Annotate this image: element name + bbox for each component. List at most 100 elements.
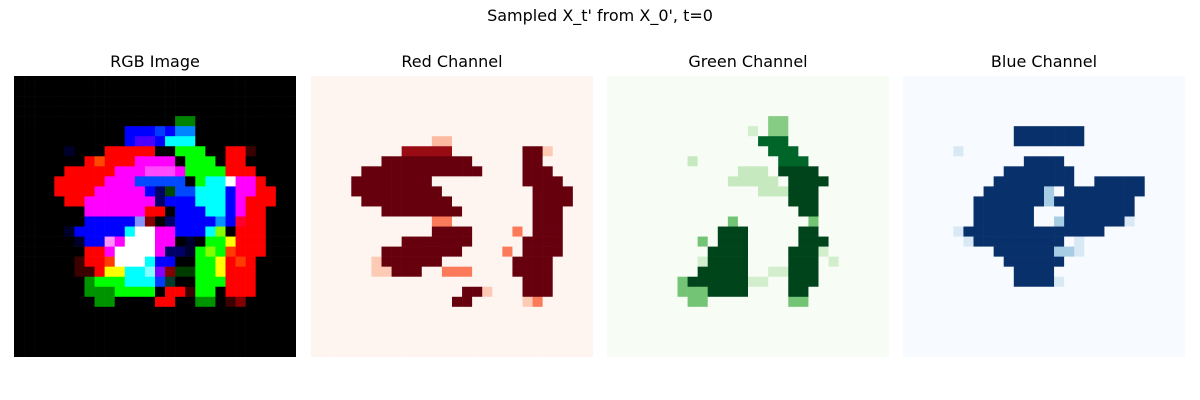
heatmap-cell <box>818 316 829 328</box>
heatmap-cell <box>953 226 964 237</box>
heatmap-cell <box>532 116 543 127</box>
heatmap-cell <box>627 336 638 348</box>
heatmap-cell <box>647 246 658 257</box>
heatmap-cell <box>492 86 503 97</box>
heatmap-cell <box>1154 336 1166 348</box>
heatmap-cell <box>104 176 116 187</box>
heatmap-cell <box>848 96 860 107</box>
heatmap-cell <box>225 226 236 237</box>
heatmap-cell <box>381 176 392 187</box>
heatmap-cell <box>562 126 574 137</box>
heatmap-cell <box>431 176 443 187</box>
heatmap-cell <box>1044 216 1055 227</box>
heatmap-cell <box>1134 136 1146 147</box>
heatmap-cell <box>532 166 543 177</box>
heatmap-cell <box>542 326 554 338</box>
heatmap-cell <box>1003 266 1015 278</box>
heatmap-cell <box>868 266 880 278</box>
heatmap-cell <box>647 96 658 107</box>
heatmap-cell <box>1104 306 1115 318</box>
heatmap-cell <box>175 286 186 298</box>
heatmap-cell <box>768 266 779 278</box>
heatmap-cell <box>411 186 423 197</box>
heatmap-cell <box>707 286 719 298</box>
heatmap-cell <box>462 316 473 328</box>
heatmap-cell <box>1174 286 1185 298</box>
heatmap-cell <box>245 166 257 177</box>
heatmap-cell <box>165 296 176 308</box>
heatmap-cell <box>421 236 433 247</box>
heatmap-cell <box>205 246 216 257</box>
heatmap-cell <box>1104 146 1115 157</box>
heatmap-cell <box>1054 106 1065 117</box>
heatmap-cell <box>1003 306 1015 318</box>
heatmap-cell <box>285 326 296 338</box>
heatmap-cell <box>14 156 25 167</box>
heatmap-cell <box>1144 96 1156 107</box>
heatmap-cell <box>492 226 503 237</box>
heatmap-cell <box>411 216 423 227</box>
heatmap-cell <box>748 336 759 348</box>
heatmap-cell <box>758 276 769 288</box>
heatmap-cell <box>321 296 332 308</box>
heatmap-cell <box>572 296 584 308</box>
heatmap-cell <box>677 276 688 288</box>
heatmap-cell <box>1064 306 1075 318</box>
heatmap-cell <box>124 236 136 247</box>
heatmap-cell <box>903 186 914 197</box>
heatmap-cell <box>1094 266 1105 278</box>
heatmap-cell <box>205 106 216 117</box>
heatmap-cell <box>84 156 95 167</box>
heatmap-cell <box>647 116 658 127</box>
heatmap-cell <box>788 76 799 87</box>
heatmap-cell <box>993 86 1005 97</box>
heatmap-cell <box>617 286 628 298</box>
heatmap-cell <box>532 186 543 197</box>
heatmap-cell <box>215 136 226 147</box>
heatmap-cell <box>737 266 749 278</box>
heatmap-cell <box>868 116 880 127</box>
heatmap-cell <box>933 86 944 97</box>
heatmap-cell <box>983 216 994 227</box>
heatmap-cell <box>1064 156 1075 167</box>
heatmap-cell <box>993 146 1005 157</box>
heatmap-cell <box>737 246 749 257</box>
heatmap-cell <box>275 346 287 357</box>
heatmap-cell <box>94 306 105 318</box>
heatmap-cell <box>14 226 25 237</box>
heatmap-cell <box>1154 126 1166 137</box>
heatmap-cell <box>707 296 719 308</box>
heatmap-cell <box>973 306 984 318</box>
heatmap-cell <box>74 96 85 107</box>
heatmap-cell <box>532 176 543 187</box>
heatmap-cell <box>727 336 739 348</box>
heatmap-cell <box>798 106 809 117</box>
heatmap-cell <box>502 236 513 247</box>
heatmap-cell <box>441 256 453 267</box>
heatmap-cell <box>54 216 65 227</box>
heatmap-cell <box>657 186 668 197</box>
heatmap-cell <box>225 286 236 298</box>
heatmap-cell <box>265 176 277 187</box>
heatmap-cell <box>707 206 719 217</box>
heatmap-cell <box>371 146 382 157</box>
heatmap-cell <box>1144 346 1156 357</box>
heatmap-cell <box>983 346 994 357</box>
heatmap-cell <box>512 116 523 127</box>
heatmap-cell <box>748 296 759 308</box>
heatmap-cell <box>1023 186 1035 197</box>
heatmap-cell <box>1023 146 1035 157</box>
heatmap-cell <box>411 196 423 207</box>
heatmap-cell <box>341 136 352 147</box>
heatmap-cell <box>1064 316 1075 328</box>
heatmap-cell <box>617 106 628 117</box>
heatmap-cell <box>24 346 35 357</box>
heatmap-cell <box>24 236 35 247</box>
heatmap-cell <box>572 286 584 298</box>
heatmap-cell <box>255 256 267 267</box>
heatmap-cell <box>798 76 809 87</box>
heatmap-cell <box>124 286 136 298</box>
heatmap-cell <box>114 276 126 288</box>
heatmap-cell <box>144 306 156 318</box>
heatmap-cell <box>868 166 880 177</box>
